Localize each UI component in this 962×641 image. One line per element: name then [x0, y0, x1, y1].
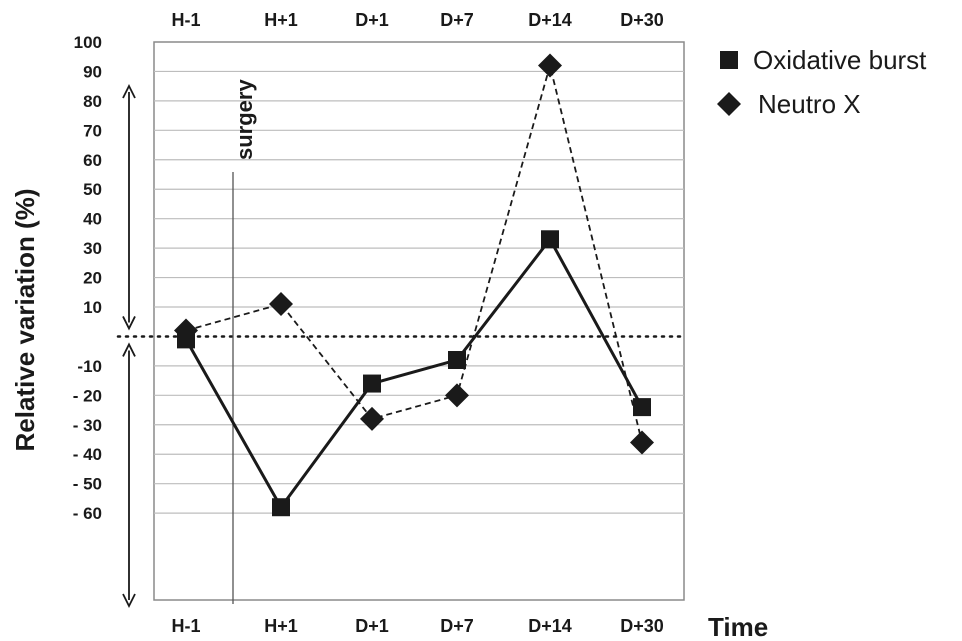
- y-tick-label: - 60: [73, 504, 102, 523]
- square-marker: [541, 230, 559, 249]
- x-tick-label-top: D+7: [440, 10, 474, 30]
- x-tick-label-bottom: D+14: [528, 616, 572, 636]
- y-tick-label: 70: [83, 121, 102, 140]
- square-marker: [177, 330, 195, 349]
- y-tick-label: 30: [83, 239, 102, 258]
- x-tick-labels-top: H-1 H+1 D+1 D+7 D+14 D+30: [171, 10, 663, 30]
- y-tick-label: 10: [83, 298, 102, 317]
- legend-diamond-icon: [717, 92, 741, 116]
- plot-border: [153, 41, 685, 601]
- plot-frame: [153, 41, 685, 601]
- diamond-marker: [538, 53, 562, 78]
- x-tick-label-top: H+1: [264, 10, 298, 30]
- y-tick-labels: 100 90 80 70 60 50 40 30 20 10 -10 - 20 - 30 - 40 - 50…: [73, 33, 102, 523]
- x-tick-label-bottom: H+1: [264, 616, 298, 636]
- series-line-neutro-x: [185, 62, 643, 443]
- arrowhead: [122, 316, 136, 331]
- y-axis-title: Relative variation (%): [10, 189, 40, 452]
- y-tick-label: 100: [74, 33, 102, 52]
- legend-square-icon: [720, 51, 738, 69]
- legend-label-neutro-x: Neutro X: [758, 89, 861, 119]
- x-tick-label-bottom: D+7: [440, 616, 474, 636]
- arrowhead: [122, 83, 136, 99]
- legend: Oxidative burst Neutro X: [717, 45, 927, 119]
- surgery-label: surgery: [232, 79, 257, 160]
- square-marker: [272, 498, 290, 517]
- y-tick-label: 80: [83, 92, 102, 111]
- x-axis-title: Time: [708, 612, 768, 641]
- gridlines: [116, 70, 686, 514]
- square-marker: [363, 374, 381, 393]
- series-layer: [174, 53, 654, 517]
- x-tick-label-top: D+14: [528, 10, 572, 30]
- y-tick-label: -10: [77, 357, 102, 376]
- y-tick-label: - 40: [73, 445, 102, 464]
- diamond-marker: [630, 430, 654, 455]
- y-tick-label: 20: [83, 269, 102, 288]
- y-tick-label: 50: [83, 180, 102, 199]
- x-tick-label-top: H-1: [171, 10, 200, 30]
- diamond-marker: [269, 292, 293, 317]
- x-tick-label-top: D+30: [620, 10, 664, 30]
- diamond-marker: [360, 406, 384, 431]
- arrowhead: [122, 593, 136, 609]
- square-marker: [633, 398, 651, 417]
- legend-label-oxidative-burst: Oxidative burst: [753, 45, 927, 75]
- y-tick-label: 40: [83, 210, 102, 229]
- x-tick-label-top: D+1: [355, 10, 389, 30]
- annotations: surgery: [122, 79, 257, 609]
- y-tick-label: - 50: [73, 475, 102, 494]
- arrowhead: [122, 342, 136, 357]
- y-tick-label: 90: [83, 62, 102, 81]
- x-tick-labels-bottom: H-1 H+1 D+1 D+7 D+14 D+30: [171, 616, 663, 636]
- square-marker: [448, 351, 466, 369]
- x-tick-label-bottom: D+30: [620, 616, 664, 636]
- x-tick-label-bottom: H-1: [171, 616, 200, 636]
- x-tick-label-bottom: D+1: [355, 616, 389, 636]
- series-line-oxidative-burst: [184, 236, 644, 510]
- y-tick-label: - 30: [73, 416, 102, 435]
- y-tick-label: 60: [83, 151, 102, 170]
- diamond-marker: [445, 383, 469, 408]
- y-tick-label: - 20: [73, 386, 102, 405]
